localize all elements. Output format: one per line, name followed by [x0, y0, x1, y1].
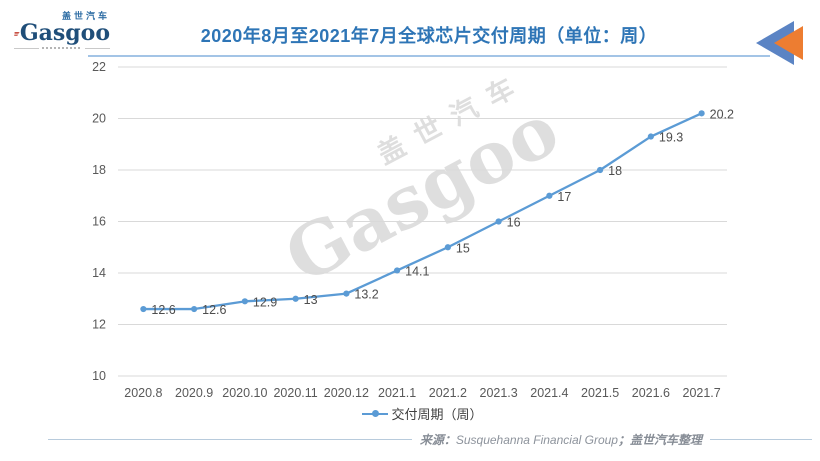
legend-line-marker: [362, 409, 389, 418]
svg-text:12.6: 12.6: [151, 303, 175, 317]
svg-text:2021.6: 2021.6: [632, 386, 670, 400]
logo-brand-en: Gasgoo: [19, 20, 110, 46]
page-title: 2020年8月至2021年7月全球芯片交付周期（单位：周）: [200, 26, 658, 46]
svg-text:2021.3: 2021.3: [480, 386, 518, 400]
svg-text:18: 18: [92, 163, 106, 177]
svg-text:15: 15: [456, 241, 470, 255]
logo-brand-cn: 盖世汽车: [61, 11, 110, 21]
gasgoo-logo: 盖世汽车 Gasgoo: [14, 12, 110, 49]
logo-tagline-divider: [14, 47, 110, 49]
svg-text:2020.11: 2020.11: [273, 386, 317, 400]
source-en: Susquehanna Financial Group: [455, 433, 618, 447]
svg-text:2021.7: 2021.7: [683, 386, 721, 400]
svg-text:16: 16: [92, 215, 106, 229]
source-suffix: ；盖世汽车整理: [617, 433, 702, 447]
source-footer: 来源：Susquehanna Financial Group；盖世汽车整理: [48, 431, 812, 448]
svg-text:12.9: 12.9: [253, 295, 277, 309]
svg-text:2020.9: 2020.9: [175, 386, 213, 400]
logo-speed-stripes-icon: [14, 31, 20, 36]
source-label: 来源：: [419, 433, 456, 447]
svg-text:2021.1: 2021.1: [378, 386, 416, 400]
svg-text:14.1: 14.1: [405, 264, 429, 278]
svg-text:20.2: 20.2: [710, 107, 734, 121]
chip-delivery-line-chart: 10 12 14 16 18 20 22 2020.8 2020.9 2020.10 2020.11…: [92, 60, 734, 400]
svg-text:2021.4: 2021.4: [530, 386, 568, 400]
legend-label: 交付周期（周）: [391, 407, 483, 422]
svg-text:20: 20: [92, 112, 106, 126]
svg-text:12: 12: [92, 318, 106, 332]
brand-arrow-icon: [756, 21, 803, 65]
svg-text:12.6: 12.6: [202, 303, 226, 317]
svg-text:22: 22: [92, 60, 106, 74]
svg-text:2021.2: 2021.2: [429, 386, 467, 400]
svg-text:17: 17: [557, 190, 571, 204]
svg-text:10: 10: [92, 369, 106, 383]
footer-divider-right: [710, 439, 812, 440]
svg-text:16: 16: [507, 216, 521, 230]
svg-text:13.2: 13.2: [354, 288, 378, 302]
svg-text:19.3: 19.3: [659, 131, 683, 145]
chart-legend: 交付周期（周）: [118, 404, 727, 423]
footer-divider-left: [48, 439, 412, 440]
svg-text:2020.8: 2020.8: [124, 386, 162, 400]
svg-text:2021.5: 2021.5: [581, 386, 619, 400]
svg-text:14: 14: [92, 266, 106, 280]
svg-text:13: 13: [304, 293, 318, 307]
svg-text:2020.10: 2020.10: [222, 386, 267, 400]
title-underline: 2020年8月至2021年7月全球芯片交付周期（单位：周）: [88, 22, 770, 57]
source-text: 来源：Susquehanna Financial Group；盖世汽车整理: [420, 431, 702, 448]
svg-text:2020.12: 2020.12: [324, 386, 369, 400]
svg-text:18: 18: [608, 164, 622, 178]
